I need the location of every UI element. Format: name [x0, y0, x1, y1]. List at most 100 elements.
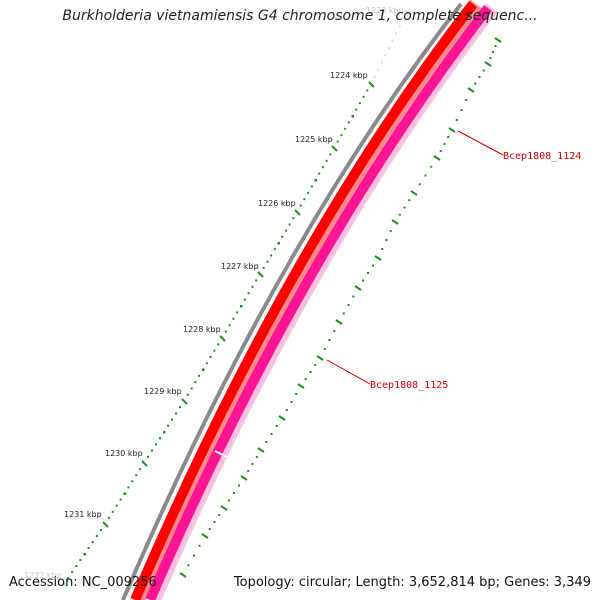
inner-minor-tick — [465, 99, 468, 101]
minor-tick — [318, 172, 321, 175]
inner-minor-tick — [447, 136, 450, 138]
map-title: Burkholderia vietnamiensis G4 chromosome… — [62, 8, 538, 24]
inner-minor-tick — [489, 57, 492, 59]
inner-minor-tick — [381, 248, 384, 250]
minor-tick — [373, 75, 376, 78]
inner-minor-tick — [270, 433, 273, 435]
minor-tick — [284, 229, 287, 232]
inner-minor-tick — [352, 295, 355, 298]
minor-tick — [67, 577, 70, 579]
inner-major-tick — [391, 219, 399, 225]
inner-minor-tick — [208, 528, 211, 530]
minor-tick — [151, 449, 153, 452]
forward-strand-track — [130, 0, 477, 600]
major-tick — [181, 398, 188, 405]
minor-tick — [358, 102, 361, 105]
reverse-strand-track — [145, 4, 492, 600]
minor-tick — [344, 127, 347, 130]
minor-tick — [321, 166, 324, 169]
minor-tick — [266, 260, 269, 263]
inner-minor-tick — [389, 230, 392, 232]
gene-labels: Bcep1808_1124 Bcep1808_1125 — [326, 130, 581, 391]
minor-tick — [159, 437, 161, 440]
inner-minor-tick — [323, 348, 326, 350]
minor-tick — [135, 474, 138, 477]
gene-leader-1124 — [457, 130, 504, 156]
major-tick — [257, 271, 264, 278]
inner-major-tick — [354, 285, 362, 291]
minor-tick — [347, 121, 350, 124]
inner-minor-tick — [213, 521, 216, 523]
inner-minor-tick — [342, 312, 345, 315]
inner-minor-tick — [328, 339, 331, 341]
inner-major-tick — [220, 505, 228, 511]
minor-tick — [277, 242, 280, 245]
minor-tick — [194, 381, 197, 384]
inner-major-tick — [494, 37, 502, 43]
major-tick — [368, 81, 375, 88]
major-tick — [294, 209, 301, 216]
minor-tick — [240, 305, 243, 308]
inner-minor-tick — [398, 213, 401, 216]
minor-tick — [107, 516, 110, 519]
minor-tick — [388, 47, 391, 50]
major-tick — [141, 460, 148, 467]
minor-tick — [329, 153, 332, 156]
inner-major-tick — [257, 447, 265, 453]
minor-tick — [384, 54, 387, 57]
inner-minor-tick — [275, 425, 278, 427]
minor-tick — [179, 406, 181, 409]
minor-tick — [402, 18, 405, 21]
inner-major-tick — [433, 155, 441, 161]
minor-tick — [119, 498, 122, 501]
feature-tracks — [121, 0, 498, 600]
tick-label: 1231 kbp — [64, 510, 102, 519]
inner-minor-tick — [255, 456, 258, 458]
minor-tick — [314, 179, 317, 182]
accession-text: Accession: NC_009256 — [9, 575, 157, 590]
minor-tick — [325, 159, 328, 162]
inner-major-tick — [335, 319, 343, 325]
inner-minor-tick — [187, 564, 190, 567]
minor-tick — [123, 492, 126, 495]
minor-tick — [163, 431, 166, 434]
minor-tick — [127, 486, 130, 489]
minor-tick — [395, 32, 398, 35]
major-tick — [61, 581, 68, 588]
major-tick — [404, 9, 411, 16]
gene-label-bcep1808-1125[interactable]: Bcep1808_1125 — [370, 380, 448, 391]
minor-tick — [139, 468, 142, 471]
minor-tick — [217, 343, 220, 346]
inner-minor-tick — [333, 330, 336, 332]
minor-tick — [288, 223, 291, 226]
inner-minor-tick — [492, 51, 494, 53]
inner-minor-tick — [314, 364, 317, 366]
inner-minor-tick — [443, 143, 446, 145]
gene-label-bcep1808-1124[interactable]: Bcep1808_1124 — [503, 151, 581, 162]
inner-minor-tick — [455, 119, 458, 121]
inner-major-tick — [316, 355, 324, 361]
minor-tick — [307, 191, 310, 194]
tick-label: 1229 kbp — [144, 387, 182, 396]
minor-tick — [209, 355, 212, 358]
minor-tick — [236, 311, 239, 314]
minor-tick — [391, 39, 394, 42]
inner-minor-tick — [403, 206, 406, 209]
minor-tick — [303, 198, 306, 201]
inner-major-tick — [240, 475, 248, 481]
inner-major-tick — [201, 533, 209, 539]
minor-tick — [87, 547, 90, 549]
minor-tick — [273, 248, 276, 251]
minor-tick — [362, 95, 365, 98]
minor-tick — [202, 368, 205, 371]
minor-tick — [147, 455, 149, 458]
minor-tick — [205, 362, 208, 365]
inner-minor-tick — [418, 183, 421, 186]
minor-tick — [232, 317, 235, 320]
inner-major-tick — [179, 572, 187, 578]
minor-tick — [299, 204, 302, 207]
inner-major-tick — [448, 127, 456, 133]
minor-tick — [281, 235, 284, 238]
minor-tick — [380, 61, 383, 64]
minor-tick — [111, 510, 114, 513]
